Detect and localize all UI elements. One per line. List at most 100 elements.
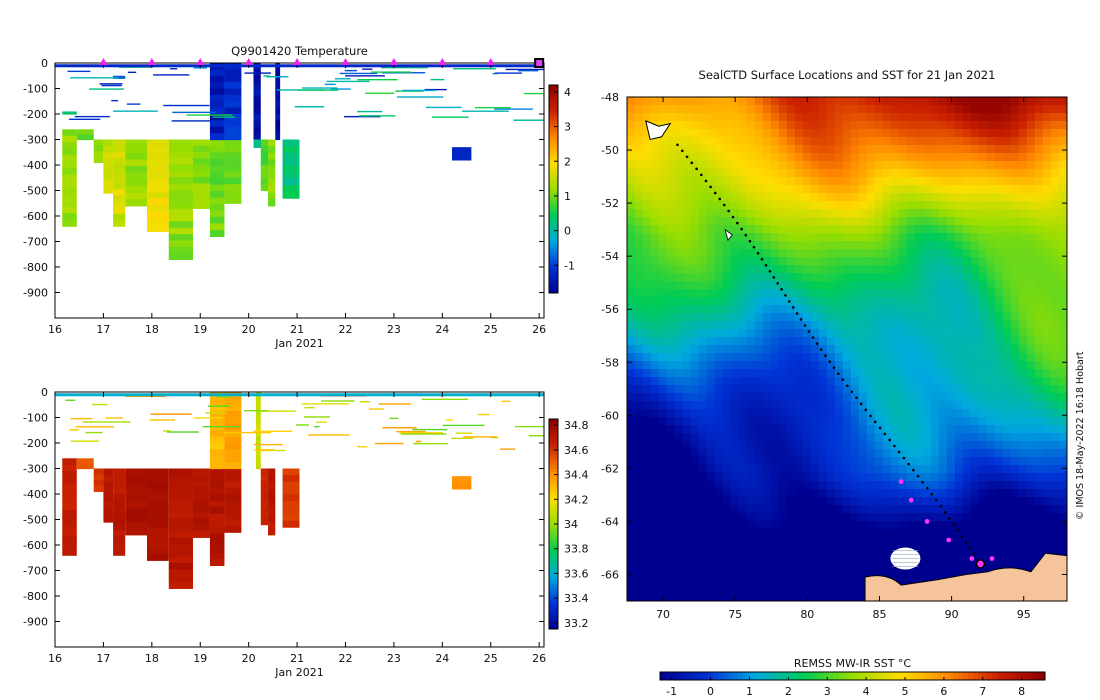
sst-cell (779, 577, 788, 586)
profile-cell (255, 462, 261, 470)
sst-cell (723, 377, 732, 386)
sst-cell (835, 177, 844, 186)
sst-cell (763, 289, 772, 298)
sst-cell (843, 537, 852, 546)
sst-cell (795, 305, 804, 314)
sst-cell (803, 481, 812, 490)
profile-cell (260, 152, 269, 160)
sst-cell (923, 97, 932, 106)
sst-cell (979, 289, 988, 298)
sst-cell (811, 185, 820, 194)
sst-cell (1019, 353, 1028, 362)
sst-cell (1003, 145, 1012, 154)
sst-cell (915, 521, 924, 530)
sst-cell (899, 521, 908, 530)
sst-cell (691, 233, 700, 242)
sst-cell (787, 369, 796, 378)
sst-cell (987, 249, 996, 258)
sst-cell (659, 369, 668, 378)
sst-cell (899, 185, 908, 194)
sst-cell (923, 153, 932, 162)
x-tick-label: 26 (532, 652, 546, 665)
track-point (819, 348, 823, 351)
profile-streak (499, 448, 516, 450)
sst-cell (931, 433, 940, 442)
sst-cell (859, 297, 868, 306)
profile-cell (62, 180, 77, 189)
sst-cell (1027, 457, 1036, 466)
sst-cell (1051, 305, 1060, 314)
sst-colorbar-tick-label: 1 (746, 685, 753, 698)
sst-cell (795, 289, 804, 298)
sst-cell (915, 225, 924, 234)
sst-cell (795, 273, 804, 282)
sst-cell (731, 209, 740, 218)
sst-cell (963, 545, 972, 554)
sst-cell (747, 465, 756, 474)
profile-cell (260, 499, 269, 507)
sst-cell (707, 449, 716, 458)
sst-cell (627, 217, 636, 226)
sst-cell (659, 345, 668, 354)
sst-cell (795, 409, 804, 418)
sst-cell (867, 273, 876, 282)
sst-cell (803, 129, 812, 138)
sst-cell (723, 113, 732, 122)
sst-cell (723, 521, 732, 530)
sst-cell (715, 457, 724, 466)
sst-cell (707, 457, 716, 466)
sst-cell (1027, 233, 1036, 242)
sst-cell (675, 481, 684, 490)
sst-cell (819, 409, 828, 418)
sst-cell (987, 241, 996, 250)
sst-cell (819, 553, 828, 562)
sst-cell (947, 201, 956, 210)
sst-cell (691, 593, 700, 601)
sst-cell (683, 361, 692, 370)
sst-cell (835, 521, 844, 530)
sst-cell (739, 273, 748, 282)
sst-cell (995, 401, 1004, 410)
sst-cell (819, 169, 828, 178)
sst-cell (755, 481, 764, 490)
sst-cell (715, 345, 724, 354)
sst-colorbar-tick-label: 6 (940, 685, 947, 698)
profile-cell (146, 159, 169, 167)
sst-cell (819, 449, 828, 458)
sst-cell (1059, 529, 1067, 538)
sst-cell (1043, 409, 1052, 418)
sst-cell (643, 441, 652, 450)
sst-cell (1027, 321, 1036, 330)
sst-cell (691, 393, 700, 402)
sst-cell (955, 465, 964, 474)
sst-cell (683, 121, 692, 130)
sst-cell (827, 465, 836, 474)
sst-cell (979, 177, 988, 186)
sst-cell (939, 337, 948, 346)
track-point (964, 541, 968, 544)
sst-cell (787, 305, 796, 314)
sst-cell (819, 521, 828, 530)
sst-cell (771, 465, 780, 474)
profile-cell (113, 201, 126, 209)
sst-cell (779, 241, 788, 250)
sst-cell (859, 113, 868, 122)
sst-cell (971, 345, 980, 354)
sst-cell (867, 257, 876, 266)
sst-cell (955, 329, 964, 338)
sst-cell (779, 433, 788, 442)
profile-cell (146, 540, 169, 548)
sst-cell (1003, 409, 1012, 418)
sst-cell (931, 561, 940, 570)
sst-cell (971, 561, 980, 570)
sst-cell (691, 569, 700, 578)
sst-cell (755, 297, 764, 306)
sst-cell (803, 585, 812, 594)
sst-cell (707, 473, 716, 482)
sst-cell (827, 329, 836, 338)
profile-cell (192, 481, 210, 488)
sst-cell (851, 193, 860, 202)
sst-cell (635, 153, 644, 162)
colorbar-step (549, 503, 558, 507)
sst-cell (1019, 345, 1028, 354)
